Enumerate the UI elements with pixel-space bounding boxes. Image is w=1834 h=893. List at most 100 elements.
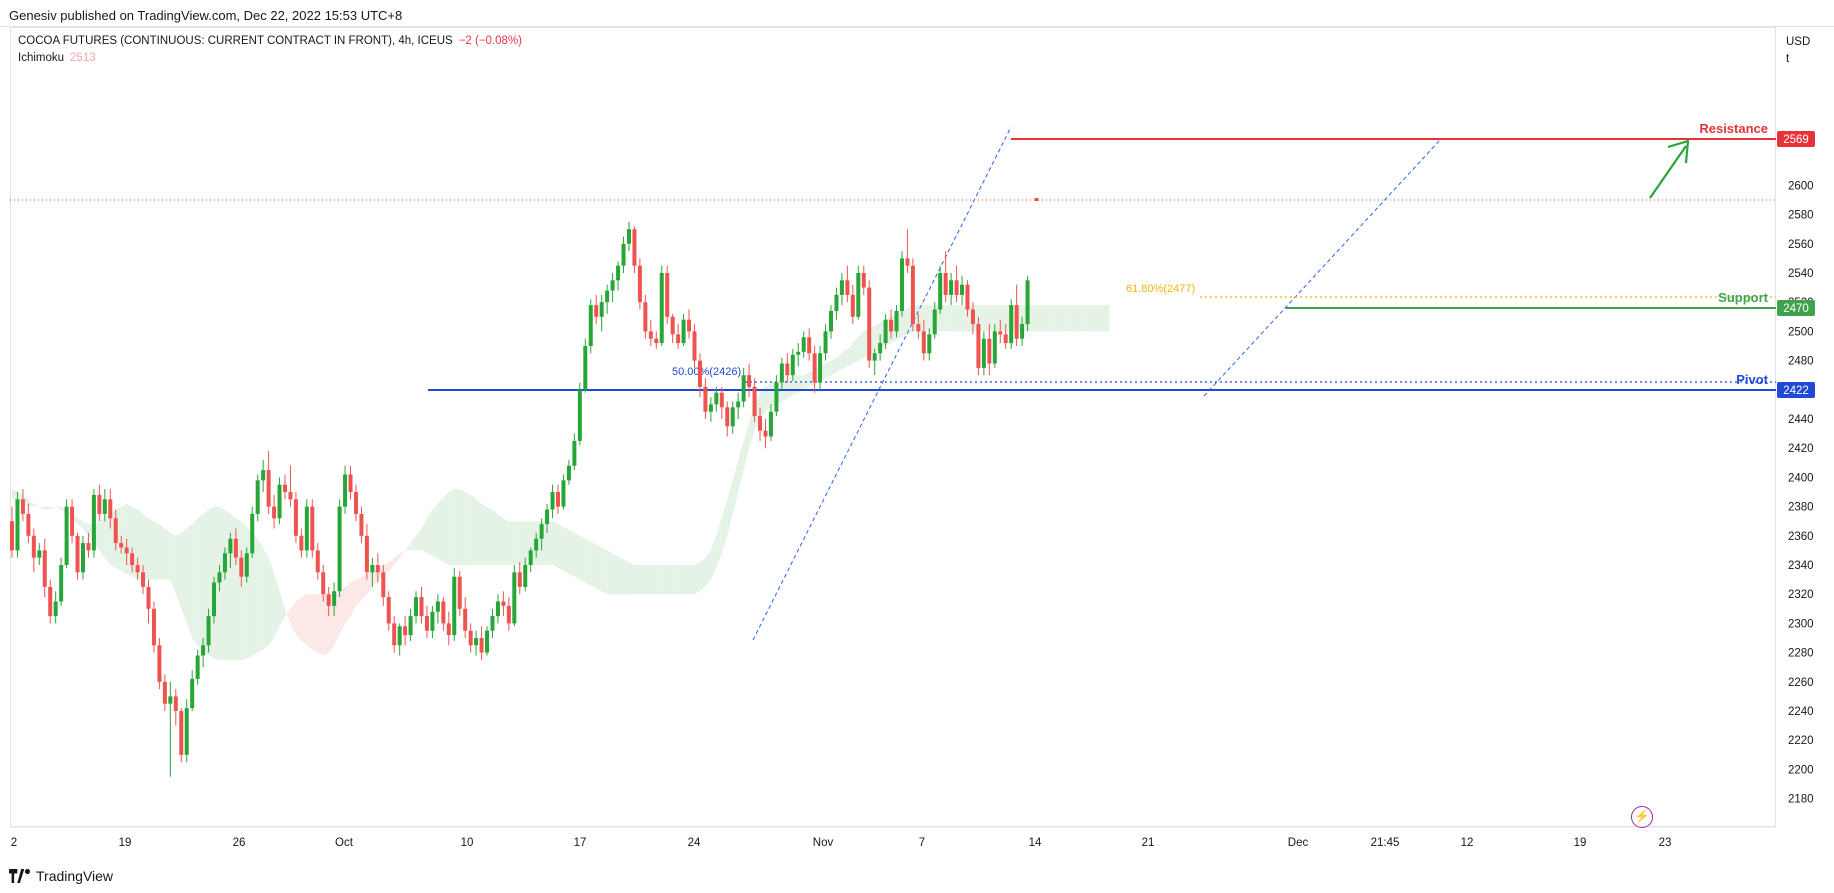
candle-body	[556, 492, 560, 507]
candle-body	[566, 465, 571, 481]
ichimoku-cloud-segment	[170, 532, 176, 595]
ichimoku-cloud-segment	[219, 506, 225, 660]
ichimoku-cloud-segment	[612, 553, 619, 595]
candle-body	[75, 535, 80, 573]
ichimoku-cloud-segment	[263, 547, 269, 650]
ichimoku-cloud-segment	[181, 528, 187, 624]
footer[interactable]: TradingView	[9, 866, 113, 886]
price-axis-badge-label: 2422	[1783, 385, 1809, 397]
ichimoku-cloud-segment	[39, 506, 45, 510]
candle-body	[517, 572, 522, 587]
candle-body	[703, 386, 708, 412]
candle-body	[839, 280, 844, 295]
ichimoku-cloud-segment	[399, 550, 406, 558]
ichimoku-cloud-segment	[481, 503, 488, 565]
time-tick-label: 10	[461, 837, 474, 849]
candle-body	[697, 360, 702, 387]
candle-body	[31, 535, 36, 558]
ichimoku-cloud-segment	[951, 305, 957, 332]
ichimoku-cloud-segment	[798, 375, 804, 393]
candle-body	[790, 354, 795, 376]
candle-body	[823, 331, 828, 354]
candle-body	[637, 265, 642, 303]
ichimoku-cloud-segment	[323, 594, 329, 656]
candle-body	[42, 550, 47, 587]
price-tick-label: 2420	[1788, 443, 1814, 455]
ichimoku-cloud-segment	[689, 565, 695, 595]
time-tick-label: 26	[233, 837, 246, 849]
candle-body	[206, 616, 211, 646]
ichimoku-cloud-segment	[1093, 305, 1099, 332]
ichimoku-cloud-segment	[1038, 305, 1044, 332]
time-tick-label: 24	[688, 837, 701, 849]
ichimoku-cloud-segment	[448, 489, 455, 565]
candle-body	[228, 538, 233, 554]
candle-body	[785, 363, 790, 376]
fib-trend-line	[752, 126, 1012, 641]
fib-trend-line	[1203, 139, 1441, 397]
ichimoku-cloud-segment	[153, 521, 160, 580]
ichimoku-cloud-segment	[492, 509, 498, 565]
candle-body	[534, 538, 539, 551]
indicator-legend[interactable]: Ichimoku 2513	[18, 52, 96, 64]
ichimoku-cloud-segment	[350, 579, 356, 617]
price-tick-label: 2580	[1788, 210, 1814, 222]
ichimoku-cloud-segment	[372, 567, 378, 587]
ichimoku-cloud-segment	[137, 509, 144, 580]
candle-body	[998, 331, 1003, 335]
candle-body	[599, 302, 604, 317]
candle-body	[768, 411, 773, 437]
ichimoku-cloud-segment	[1087, 305, 1094, 332]
ichimoku-cloud-segment	[667, 565, 673, 595]
candle-body	[315, 550, 320, 573]
candle-body	[321, 572, 326, 595]
price-axis-badge-label: 2569	[1783, 134, 1809, 146]
candle-body	[375, 565, 380, 573]
price-axis-currency[interactable]: USD t	[1786, 34, 1810, 68]
candle-body	[921, 331, 926, 354]
candle-body	[277, 484, 282, 519]
ichimoku-cloud-segment	[656, 565, 662, 595]
candle-body	[834, 294, 839, 311]
candle-body	[845, 280, 850, 295]
ichimoku-cloud-segment	[159, 524, 165, 580]
ichimoku-cloud-segment	[1060, 305, 1066, 332]
ichimoku-cloud-segment	[12, 489, 18, 501]
lightning-icon[interactable]: ⚡	[1631, 806, 1653, 828]
ichimoku-cloud-segment	[1049, 305, 1055, 332]
candle-body	[894, 310, 899, 332]
ichimoku-cloud-segment	[476, 499, 482, 565]
candle-body	[752, 386, 757, 417]
candle-body	[687, 319, 692, 332]
candle-body	[108, 499, 113, 519]
candle-body	[403, 626, 408, 636]
candle-body	[283, 484, 287, 492]
ichimoku-cloud-segment	[186, 524, 193, 638]
candle-body	[310, 506, 315, 551]
price-tick-label: 2260	[1788, 677, 1814, 689]
ichimoku-cloud-segment	[77, 518, 83, 529]
symbol-legend[interactable]: COCOA FUTURES (CONTINUOUS: CURRENT CONTR…	[18, 35, 522, 47]
ichimoku-cloud-segment	[279, 591, 285, 627]
candle-body	[763, 430, 768, 437]
time-tick-label: 12	[1461, 837, 1474, 849]
candle-body	[976, 324, 981, 368]
candle-body	[364, 535, 369, 573]
ichimoku-cloud-segment	[164, 528, 171, 580]
ichimoku-cloud-segment	[339, 586, 346, 636]
indicator-name: Ichimoku	[18, 52, 65, 64]
ichimoku-cloud-segment	[989, 305, 995, 332]
candle-body	[102, 499, 107, 514]
ichimoku-cloud-segment	[645, 565, 651, 595]
fib-level-label: 50.00%(2426)	[672, 366, 741, 378]
candle-body	[441, 601, 446, 624]
ichimoku-cloud-segment	[192, 518, 198, 646]
price-tick-label: 2500	[1788, 326, 1814, 338]
candle-body	[212, 582, 217, 617]
candle-body	[495, 601, 500, 617]
price-tick-label: 2180	[1788, 794, 1814, 806]
ichimoku-cloud-segment	[623, 559, 629, 595]
candle-body	[468, 630, 473, 646]
ichimoku-cloud-segment	[274, 572, 280, 638]
